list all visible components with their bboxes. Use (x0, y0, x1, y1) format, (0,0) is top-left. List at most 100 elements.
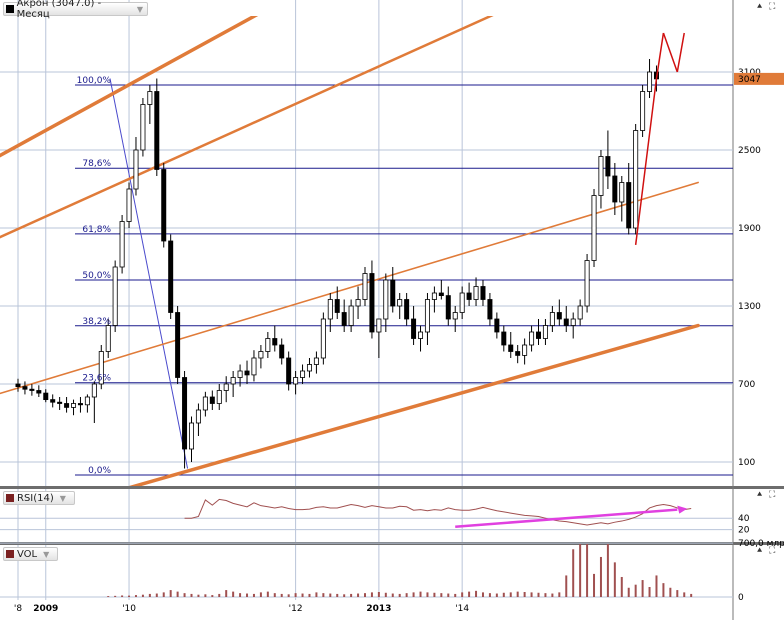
rsi-trend-line (455, 508, 678, 528)
candle-body (487, 299, 493, 320)
candle-body (494, 318, 500, 333)
pin-icon[interactable]: ⯅ (756, 2, 764, 12)
candle-body (313, 357, 319, 365)
candle-body (43, 392, 49, 401)
fib-level-label: 23,6% (82, 374, 111, 384)
highlight-segment (676, 32, 685, 73)
vol-pane-title-text: VOL (17, 548, 38, 560)
main-plot (0, 16, 733, 486)
vol-tick-label: 0 (738, 593, 744, 603)
candle-body (84, 396, 90, 406)
candle-body (369, 273, 375, 333)
candle-body (244, 370, 250, 376)
candle-body (584, 260, 590, 307)
candle-body (536, 331, 542, 339)
expand-icon[interactable]: ⛶ (769, 546, 776, 556)
candle-body (459, 292, 465, 313)
candle-body (237, 370, 243, 378)
price-tag-label: 3047 (738, 75, 761, 85)
candle-body (466, 292, 472, 300)
rsi-pane-title[interactable]: RSI(14) ▼ (3, 491, 75, 505)
candle-body (445, 295, 451, 320)
channel-line (0, 16, 494, 239)
candle-body (251, 357, 257, 376)
candle-body (77, 403, 83, 406)
vol-swatch (6, 550, 14, 558)
candle-body (529, 331, 535, 346)
candle-body (209, 396, 215, 404)
vol-pane-title[interactable]: VOL ▼ (3, 547, 58, 561)
candle-body (195, 409, 201, 424)
fib-level-label: 0,0% (88, 466, 111, 476)
x-tick-label: 2013 (366, 604, 391, 614)
fib-level-label: 38,2% (82, 317, 111, 327)
candle-body (112, 266, 118, 326)
candle-body (376, 318, 382, 333)
candle-body (147, 91, 153, 105)
candle-body (258, 351, 264, 359)
candle-body (619, 182, 625, 203)
rsi-series-line (184, 498, 692, 526)
channel-line (128, 323, 700, 486)
candle-body (542, 325, 548, 339)
candle-body (50, 399, 56, 403)
candle-body (293, 377, 299, 385)
candle-body (355, 299, 361, 307)
candle-body (418, 331, 424, 339)
candle-body (556, 312, 562, 320)
fib-level-label: 61,8% (82, 225, 111, 235)
candle-body (71, 403, 77, 408)
candle-body (522, 344, 528, 356)
y-tick-label: 1900 (738, 224, 761, 234)
y-tick-label: 100 (738, 458, 755, 468)
pin-icon[interactable]: ⯅ (756, 490, 764, 500)
candle-body (633, 130, 639, 229)
main-pane-title-text: Акрон (3047.0) - Месяц (16, 0, 102, 20)
channel-line (0, 16, 259, 158)
candle-body (57, 401, 63, 404)
candle-body (279, 344, 285, 359)
vol-plot (107, 544, 693, 597)
y-tick-label: 2500 (738, 146, 761, 156)
expand-icon[interactable]: ⛶ (769, 490, 776, 500)
candle-body (161, 169, 167, 242)
candle-body (306, 364, 312, 372)
x-tick-label: 2009 (33, 604, 58, 614)
fib-level-label: 100,0% (77, 76, 112, 86)
candle-body (473, 286, 479, 300)
candle-body (626, 182, 632, 229)
main-pane-bg (0, 16, 784, 486)
chevron-down-icon: ▼ (59, 493, 66, 503)
expand-icon[interactable]: ⛶ (769, 2, 776, 12)
candle-body (452, 312, 458, 320)
main-pane-title[interactable]: Акрон (3047.0) - Месяц ▼ (3, 0, 148, 20)
candle-body (348, 305, 354, 326)
candle-body (431, 292, 437, 300)
candle-body (22, 386, 28, 390)
highlight-segment (634, 78, 658, 245)
rsi-tick-label: 40 (738, 514, 750, 524)
candle-body (265, 338, 271, 352)
candle-body (91, 383, 97, 398)
rsi-trend-arrowhead (677, 505, 688, 514)
candle-body (223, 383, 229, 391)
candle-body (577, 305, 583, 320)
pin-icon[interactable]: ⯅ (756, 546, 764, 556)
candle-body (411, 318, 417, 339)
candle-body (202, 396, 208, 411)
candle-body (175, 312, 181, 378)
candle-body (334, 299, 340, 313)
vol-tick-label: 700,0 млр (738, 539, 784, 549)
candle-body (424, 299, 430, 333)
candle-body (612, 175, 618, 203)
candle-body (438, 292, 444, 296)
candle-body (563, 318, 569, 326)
candle-body (15, 383, 21, 387)
fib-level-label: 50,0% (82, 271, 111, 281)
rsi-pane-title-text: RSI(14) (17, 492, 54, 504)
candle-body (397, 299, 403, 307)
y-tick-label: 700 (738, 380, 755, 390)
chevron-down-icon: ▼ (43, 549, 50, 559)
candle-body (549, 312, 555, 326)
highlight-segment (662, 32, 679, 73)
